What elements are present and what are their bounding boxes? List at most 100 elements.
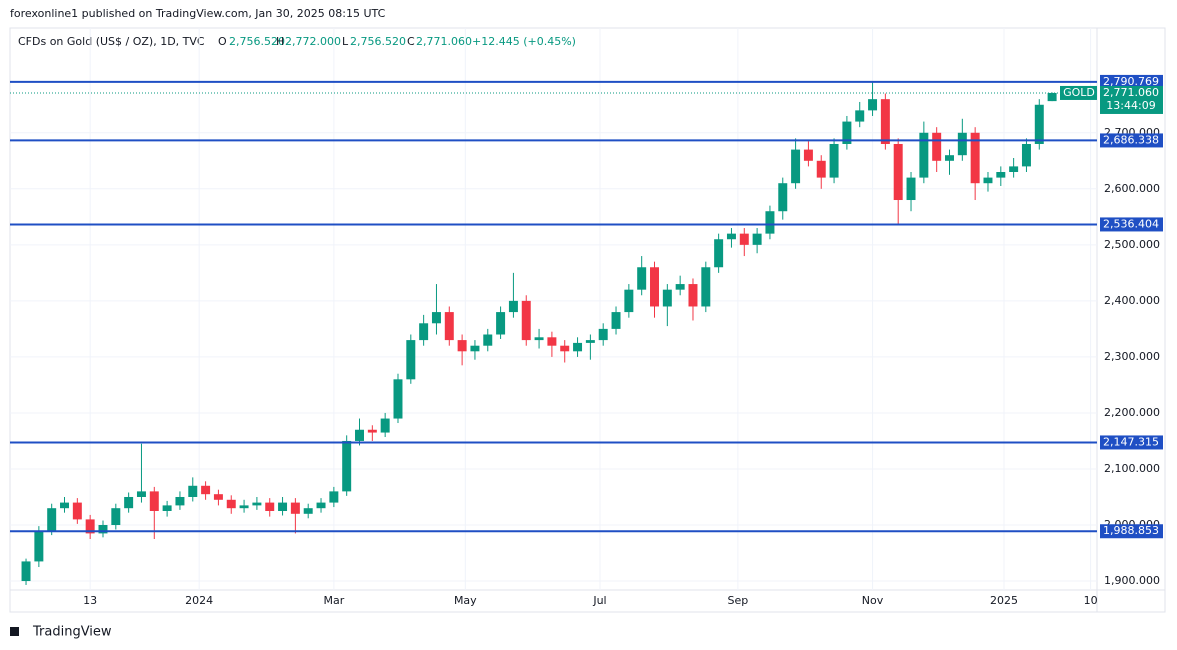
candle-body bbox=[149, 491, 159, 511]
h-key: H bbox=[276, 35, 284, 48]
candle-body bbox=[21, 561, 31, 582]
candle-body bbox=[650, 267, 659, 307]
candle-body bbox=[175, 496, 185, 506]
candle-body bbox=[752, 233, 762, 245]
y-tick-label: 2,300.000 bbox=[1104, 350, 1160, 363]
candle-body bbox=[239, 505, 249, 509]
candle-body bbox=[1047, 92, 1057, 102]
x-tick-label: Jul bbox=[592, 594, 606, 607]
candle-body bbox=[367, 429, 377, 433]
level-label-box bbox=[1100, 435, 1163, 450]
candle-body bbox=[201, 485, 211, 495]
candle-body bbox=[483, 334, 493, 346]
candle-body bbox=[906, 177, 916, 201]
candle-body bbox=[496, 312, 506, 335]
candle-body bbox=[701, 267, 711, 307]
candle-body bbox=[521, 300, 531, 341]
x-tick-label: 2025 bbox=[990, 594, 1018, 607]
level-label-box bbox=[1100, 133, 1163, 148]
candle-body bbox=[816, 160, 826, 178]
candle-body bbox=[739, 233, 749, 245]
candle-body bbox=[893, 143, 903, 201]
last-price-label: 2,771.060 bbox=[1103, 86, 1159, 99]
change: +12.445 (+0.45%) bbox=[472, 35, 576, 48]
candle-body bbox=[303, 508, 313, 514]
logo-mark bbox=[10, 627, 19, 636]
h-value: 2,772.000 bbox=[285, 35, 341, 48]
candle-body bbox=[829, 143, 839, 178]
frame bbox=[9, 27, 1166, 613]
candle-body bbox=[111, 508, 121, 526]
symbol-label: GOLD bbox=[1063, 86, 1095, 99]
candle-body bbox=[598, 328, 608, 341]
x-tick-label: Mar bbox=[323, 594, 344, 607]
candle-body bbox=[945, 155, 954, 161]
candle-body bbox=[791, 149, 801, 184]
candle-body bbox=[124, 496, 134, 509]
candle-body bbox=[419, 323, 429, 341]
candle-body bbox=[970, 132, 980, 184]
level-label: 2,147.315 bbox=[1103, 435, 1159, 448]
candle-body bbox=[1021, 143, 1031, 167]
candle-body bbox=[380, 418, 390, 433]
x-tick-label: 10 bbox=[1084, 594, 1098, 607]
level-label: 2,536.404 bbox=[1103, 217, 1159, 230]
candle-body bbox=[714, 239, 724, 268]
candle-body bbox=[547, 337, 557, 346]
candle-body bbox=[868, 99, 878, 111]
candle-body bbox=[316, 502, 326, 509]
candle-body bbox=[98, 525, 108, 534]
publisher: forexonline1 published on TradingView.co… bbox=[10, 7, 386, 20]
candle-body bbox=[470, 345, 480, 352]
candle-body bbox=[996, 172, 1006, 178]
candle-body bbox=[675, 284, 685, 290]
l-value: 2,756.520 bbox=[350, 35, 406, 48]
candle-body bbox=[534, 337, 544, 341]
candle-body bbox=[342, 440, 352, 492]
candle-body bbox=[919, 132, 929, 178]
candle-body bbox=[60, 502, 69, 509]
level-label: 1,988.853 bbox=[1103, 524, 1159, 537]
candle-body bbox=[726, 233, 736, 240]
candle-body bbox=[662, 289, 672, 307]
c-key: C bbox=[407, 35, 415, 48]
candle-body bbox=[278, 502, 288, 511]
level-label-box bbox=[1100, 524, 1163, 539]
candle-body bbox=[765, 211, 775, 234]
candle-body bbox=[72, 502, 82, 520]
candle-body bbox=[803, 149, 813, 161]
candle-body bbox=[688, 284, 698, 307]
y-tick-label: 2,600.000 bbox=[1104, 182, 1160, 195]
candle-body bbox=[585, 340, 595, 343]
candle-body bbox=[252, 502, 262, 506]
candle-body bbox=[983, 177, 993, 184]
x-tick-label: Sep bbox=[728, 594, 749, 607]
o-key: O bbox=[218, 35, 227, 48]
x-tick-label: 13 bbox=[83, 594, 97, 607]
y-tick-label: 1,900.000 bbox=[1104, 574, 1160, 587]
candle-body bbox=[444, 312, 454, 341]
candle-body bbox=[508, 300, 518, 313]
candle-body bbox=[560, 345, 570, 352]
x-tick-label: May bbox=[454, 594, 477, 607]
candle-body bbox=[637, 267, 647, 290]
logo: TradingView bbox=[10, 625, 112, 640]
countdown: 13:44:09 bbox=[1106, 99, 1155, 112]
candle-body bbox=[624, 289, 634, 313]
level-label: 2,686.338 bbox=[1103, 133, 1159, 146]
level-label-box bbox=[1100, 217, 1163, 232]
candle-body bbox=[880, 99, 890, 144]
brand: TradingView bbox=[32, 625, 112, 640]
y-tick-label: 2,500.000 bbox=[1104, 238, 1160, 251]
y-tick-label: 2,100.000 bbox=[1104, 462, 1160, 475]
candle-body bbox=[265, 502, 275, 511]
candle-body bbox=[329, 491, 339, 503]
last-price-box bbox=[1100, 85, 1163, 114]
c-value: 2,771.060 bbox=[416, 35, 472, 48]
candle-body bbox=[611, 312, 621, 329]
candle-body bbox=[406, 340, 416, 380]
level-label: 2,790.769 bbox=[1103, 75, 1159, 88]
candle-body bbox=[1034, 104, 1044, 144]
